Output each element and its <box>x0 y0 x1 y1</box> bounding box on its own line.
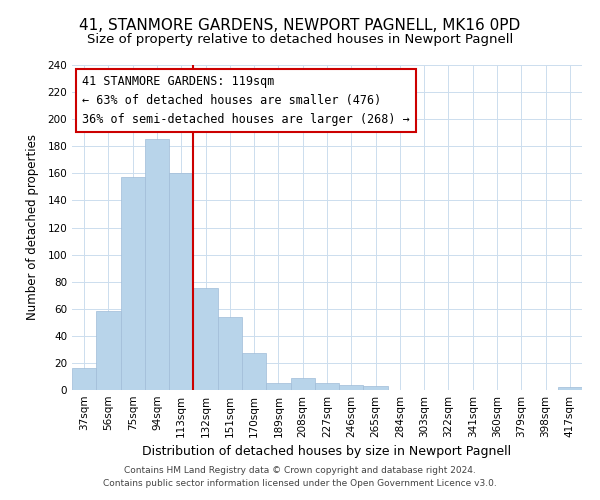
Bar <box>558 388 582 390</box>
Bar <box>145 140 169 390</box>
Bar <box>315 383 339 390</box>
Bar <box>290 378 315 390</box>
Bar <box>218 317 242 390</box>
Bar <box>266 383 290 390</box>
Text: Size of property relative to detached houses in Newport Pagnell: Size of property relative to detached ho… <box>87 32 513 46</box>
Bar <box>96 312 121 390</box>
Y-axis label: Number of detached properties: Number of detached properties <box>26 134 39 320</box>
Text: 41, STANMORE GARDENS, NEWPORT PAGNELL, MK16 0PD: 41, STANMORE GARDENS, NEWPORT PAGNELL, M… <box>79 18 521 32</box>
Bar <box>193 288 218 390</box>
Bar <box>169 174 193 390</box>
X-axis label: Distribution of detached houses by size in Newport Pagnell: Distribution of detached houses by size … <box>142 446 512 458</box>
Bar <box>121 178 145 390</box>
Text: Contains HM Land Registry data © Crown copyright and database right 2024.
Contai: Contains HM Land Registry data © Crown c… <box>103 466 497 487</box>
Bar <box>339 384 364 390</box>
Bar <box>364 386 388 390</box>
Text: 41 STANMORE GARDENS: 119sqm
← 63% of detached houses are smaller (476)
36% of se: 41 STANMORE GARDENS: 119sqm ← 63% of det… <box>82 74 410 126</box>
Bar <box>72 368 96 390</box>
Bar <box>242 354 266 390</box>
